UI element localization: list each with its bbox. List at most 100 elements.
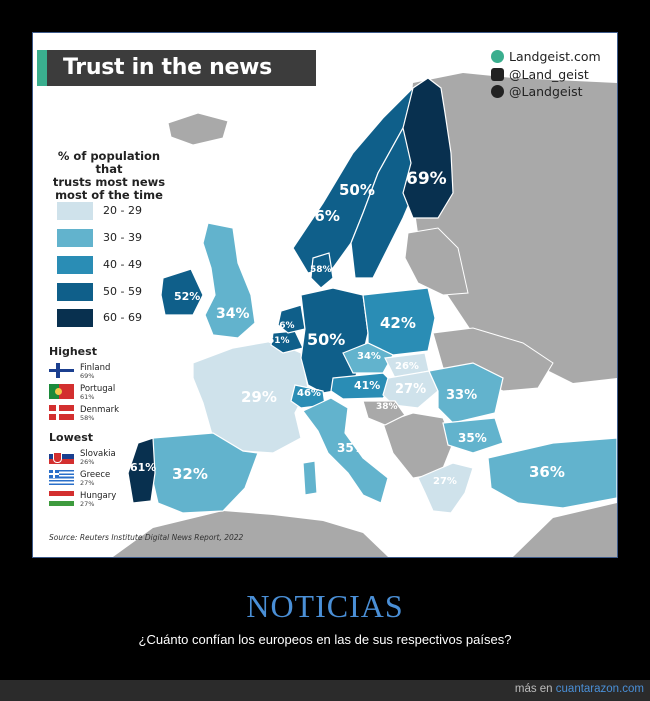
legend-title-line: % of population that [57, 149, 161, 176]
twitter-line: @Landgeist [491, 84, 583, 99]
denmark-shape [310, 252, 334, 289]
country-label-sweden: 50% [339, 181, 375, 199]
lowest-value: 27% [80, 500, 95, 508]
legend-label: 60 - 69 [103, 311, 142, 324]
portugal-shape [127, 437, 156, 504]
slovakia-flag-icon [49, 449, 74, 464]
legend-swatch [57, 202, 93, 220]
ireland-shape [160, 268, 204, 316]
portugal-flag-icon [49, 384, 74, 399]
poland-shape [362, 287, 436, 356]
footer-link[interactable]: cuantarazon.com [555, 683, 644, 695]
lowest-name: Slovakia [80, 449, 116, 459]
country-label-ireland: 52% [174, 290, 201, 303]
country-label-bulgaria: 35% [458, 431, 487, 445]
iceland-land [167, 112, 229, 146]
country-label-austria: 41% [354, 379, 381, 392]
country-label-germany: 50% [307, 330, 346, 349]
footer-bar: más en cuantarazon.com [0, 680, 650, 701]
highest-name: Portugal [80, 384, 116, 394]
country-label-romania: 33% [446, 388, 478, 403]
country-label-belgium: 51% [268, 336, 290, 346]
country-label-greece: 27% [433, 476, 457, 487]
greece-flag-icon [49, 470, 74, 485]
footer-prefix: más en [514, 683, 556, 695]
legend-label: 50 - 59 [103, 285, 142, 298]
legend-title-line: most of the time [55, 188, 163, 202]
globe-icon [491, 50, 504, 63]
greece-shape [417, 462, 474, 514]
country-label-portugal: 61% [130, 461, 157, 474]
country-label-norway: 56% [304, 207, 340, 225]
footer-text: más en cuantarazon.com [515, 683, 644, 695]
lowest-value: 27% [80, 479, 95, 487]
twitter-text: @Landgeist [509, 84, 583, 99]
middle-east-land [513, 503, 617, 557]
title-box: Trust in the news [37, 50, 316, 86]
country-label-spain: 32% [172, 465, 208, 483]
romania-shape [428, 362, 504, 424]
europe-map [113, 73, 617, 557]
country-label-netherlands: 56% [273, 321, 295, 331]
country-label-poland: 42% [380, 314, 416, 332]
croatia-shape [362, 400, 406, 426]
legend-swatch [57, 229, 93, 247]
legend-label: 40 - 49 [103, 258, 142, 271]
legend-swatch [57, 309, 93, 327]
instagram-line: @Land_geist [491, 67, 589, 82]
uk-shape [202, 222, 256, 339]
lowest-name: Greece [80, 470, 111, 480]
country-label-denmark: 58% [310, 265, 332, 275]
caption-subtitle: ¿Cuánto confían los europeos en las de s… [138, 632, 512, 647]
instagram-text: @Land_geist [509, 67, 589, 82]
map-title: Trust in the news [63, 55, 272, 80]
country-label-france: 29% [241, 388, 277, 406]
africa-land [113, 511, 388, 557]
finland-shape [402, 77, 454, 219]
country-label-finland: 69% [406, 169, 447, 189]
legend-title-line: trusts most news [52, 175, 166, 189]
twitter-icon [491, 85, 504, 98]
highest-value: 69% [80, 372, 95, 380]
legend-swatch [57, 283, 93, 301]
legend-label: 30 - 39 [103, 231, 142, 244]
source-note: Source: Reuters Institute Digital News R… [49, 533, 244, 542]
lowest-title: Lowest [49, 431, 93, 444]
sardinia-shape [302, 460, 318, 496]
balkans-land [382, 412, 454, 479]
map-frame: Trust in the news Landgeist.com @Land_ge… [32, 32, 618, 558]
highest-value: 58% [80, 414, 95, 422]
country-label-czechia: 34% [357, 351, 381, 362]
lowest-name: Hungary [80, 491, 117, 501]
title-accent [37, 50, 47, 86]
netherlands-shape [277, 304, 306, 334]
italy-shape [302, 397, 389, 504]
highest-name: Denmark [80, 405, 120, 415]
country-label-switzerland: 46% [297, 388, 321, 399]
russia-land [408, 73, 617, 383]
country-label-hungary: 27% [395, 382, 427, 397]
highest-value: 61% [80, 393, 95, 401]
finland-flag-icon [49, 363, 74, 378]
website-text: Landgeist.com [509, 49, 601, 64]
denmark-flag-icon [49, 405, 74, 420]
country-label-italy: 35% [337, 441, 366, 455]
legend-label: 20 - 29 [103, 204, 142, 217]
hungary-flag-icon [49, 491, 74, 506]
spain-shape [150, 432, 259, 514]
instagram-icon [491, 68, 504, 81]
bulgaria-shape [442, 417, 504, 454]
highest-name: Finland [80, 363, 111, 373]
country-label-croatia: 38% [376, 402, 398, 412]
legend-title: % of population that trusts most news mo… [43, 150, 175, 202]
highest-title: Highest [49, 345, 97, 358]
lowest-value: 26% [80, 458, 95, 466]
country-label-uk: 34% [216, 306, 250, 322]
country-label-slovakia: 26% [395, 361, 419, 372]
baltics-land [404, 227, 469, 296]
website-line: Landgeist.com [491, 49, 601, 64]
country-label-turkey: 36% [529, 463, 565, 481]
legend-swatch [57, 256, 93, 274]
turkey-shape [487, 437, 617, 509]
caption-title: NOTICIAS [246, 588, 404, 624]
